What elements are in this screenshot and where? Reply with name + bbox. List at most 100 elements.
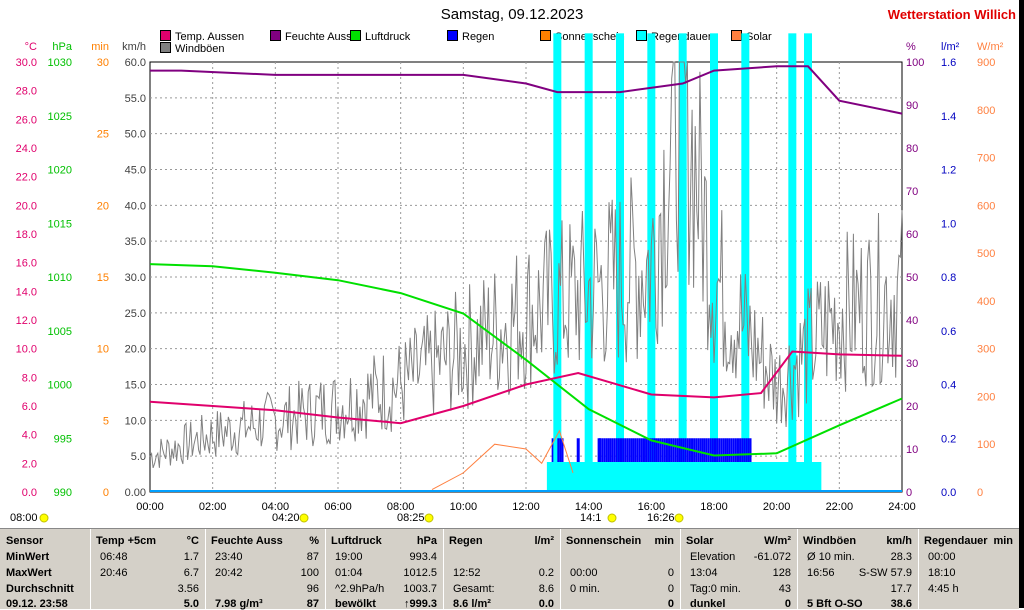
rain-duration-bar xyxy=(813,462,819,492)
marker-label: 16:26 xyxy=(647,512,675,524)
axis-tick-minutes: 5 xyxy=(103,415,109,427)
axis-tick-wind: 45.0 xyxy=(125,165,146,177)
legend-label: Regen xyxy=(462,31,495,43)
x-tick: 14:00 xyxy=(575,501,603,513)
rain-duration-bar xyxy=(612,462,618,492)
rain-duration-bar xyxy=(766,462,772,492)
table-cell-label: 20:46 xyxy=(100,567,128,579)
rain-duration-bar xyxy=(575,462,581,492)
rain-duration-bar xyxy=(593,462,599,492)
axis-tick-minutes: 0 xyxy=(103,487,109,499)
axis-tick-wind: 35.0 xyxy=(125,236,146,248)
table-cell-value: 87 xyxy=(306,598,319,610)
axis-tick-wind: 10.0 xyxy=(125,415,146,427)
rain-duration-bar xyxy=(553,462,559,492)
table-cell-value: 128 xyxy=(772,567,791,579)
table-cell-label: 18:10 xyxy=(928,567,956,579)
table-header: Feuchte Auss xyxy=(211,535,283,547)
legend-item: Temp. Aussen xyxy=(160,30,244,43)
table-cell-value: 38.6 xyxy=(890,598,912,610)
rain-duration-bar xyxy=(694,462,700,492)
table-cell-label: 19:00 xyxy=(335,551,363,563)
table-cell-label: 23:40 xyxy=(215,551,243,563)
legend-label: Windböen xyxy=(175,43,225,55)
rain-duration-bar xyxy=(710,33,718,492)
axis-tick-temp: 6.0 xyxy=(22,401,37,413)
rain-duration-bar xyxy=(744,462,750,492)
rain-duration-bar xyxy=(719,462,725,492)
rain-duration-bar xyxy=(797,462,803,492)
table-cell-value: ↑999.3 xyxy=(403,598,437,610)
rain-duration-bar xyxy=(816,462,822,492)
table-cell-label: 7.98 g/m³ xyxy=(215,598,263,610)
table-header-unit: l/m² xyxy=(534,535,554,547)
series-feuchte xyxy=(150,65,903,115)
axis-tick-solar: 0 xyxy=(977,487,983,499)
table-cell-label: 4:45 h xyxy=(928,583,959,595)
rain-duration-bar xyxy=(750,462,756,492)
table-column xyxy=(90,529,206,609)
table-cell-label: Gesamt: xyxy=(453,583,495,595)
axis-unit-minutes: min xyxy=(91,41,109,53)
axis-tick-solar: 600 xyxy=(977,200,995,212)
table-cell-value: 0.2 xyxy=(538,567,554,579)
axis-tick-wind: 40.0 xyxy=(125,200,146,212)
table-cell-label: 12:52 xyxy=(453,567,481,579)
axis-unit-humidity: % xyxy=(906,41,916,53)
rain-duration-bar xyxy=(759,462,765,492)
rain-duration-bar xyxy=(606,462,612,492)
x-tick: 06:00 xyxy=(324,501,352,513)
table-header-unit: min xyxy=(993,535,1013,547)
table-cell-label: 06:48 xyxy=(100,551,128,563)
table-row-label: MaxWert xyxy=(6,567,52,579)
axis-tick-humidity: 10 xyxy=(906,444,918,456)
table-cell-value: 1.7 xyxy=(183,551,199,563)
table-cell-value: -61.072 xyxy=(753,551,791,563)
table-cell-value: 0 xyxy=(667,567,674,579)
axis-tick-wind: 20.0 xyxy=(125,344,146,356)
axis-tick-pressure: 1000 xyxy=(48,380,72,392)
axis-tick-temp: 2.0 xyxy=(22,458,37,470)
rain-duration-bar xyxy=(741,462,747,492)
axis-tick-solar: 100 xyxy=(977,439,995,451)
station-name[interactable]: Wetterstation Willich xyxy=(887,7,1016,22)
table-column xyxy=(205,529,326,609)
rain-duration-bar xyxy=(568,462,574,492)
rain-duration-bar xyxy=(687,462,693,492)
table-row-label: Durchschnitt xyxy=(6,583,74,595)
axis-tick-temp: 20.0 xyxy=(16,200,37,212)
axis-tick-humidity: 50 xyxy=(906,272,918,284)
axis-tick-temp: 10.0 xyxy=(16,344,37,356)
rain-duration-bar xyxy=(703,462,709,492)
legend-label: Temp. Aussen xyxy=(175,31,245,43)
rain-duration-bar xyxy=(578,462,584,492)
rain-duration-bar xyxy=(753,462,759,492)
axis-tick-pressure: 1025 xyxy=(48,111,72,123)
table-cell-label: 0 min. xyxy=(570,583,600,595)
table-cell-label: 8.6 l/m² xyxy=(453,598,491,610)
rain-duration-bar xyxy=(678,462,684,492)
marker-sun-icon xyxy=(607,513,617,523)
axis-tick-rain: 1.2 xyxy=(941,165,956,177)
rain-duration-bar xyxy=(734,462,740,492)
rain-duration-bar xyxy=(559,462,565,492)
marker-label: 14:1 xyxy=(580,512,601,524)
table-cell-label: Elevation xyxy=(690,551,736,563)
rain-duration-bar xyxy=(722,462,728,492)
axis-tick-minutes: 10 xyxy=(97,344,109,356)
rain-duration-bar xyxy=(675,462,681,492)
table-cell-value: 0 xyxy=(667,583,674,595)
table-cell-label: 00:00 xyxy=(570,567,598,579)
rain-duration-bar xyxy=(772,462,778,492)
rain-duration-bar xyxy=(728,462,734,492)
rain-duration-bar xyxy=(791,462,797,492)
axis-tick-humidity: 20 xyxy=(906,401,918,413)
rain-duration-bar xyxy=(653,462,659,492)
chart-title: Samstag, 09.12.2023 xyxy=(440,6,584,23)
axis-tick-rain: 0.4 xyxy=(941,380,956,392)
rain-duration-bar xyxy=(640,462,646,492)
table-column xyxy=(797,529,919,609)
rain-duration-bar xyxy=(631,462,637,492)
x-tick: 02:00 xyxy=(199,501,227,513)
rain-duration-bar xyxy=(810,462,816,492)
